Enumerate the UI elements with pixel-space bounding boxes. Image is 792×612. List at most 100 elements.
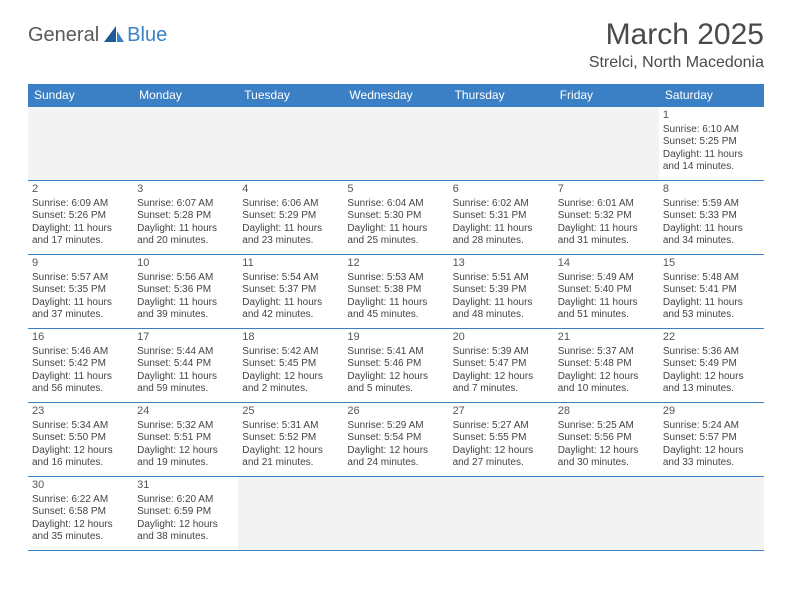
day-number: 28 [558, 405, 655, 419]
calendar-cell: 5Sunrise: 6:04 AMSunset: 5:30 PMDaylight… [343, 181, 448, 255]
logo: General Blue [28, 24, 167, 47]
day-sunrise: Sunrise: 5:31 AM [242, 420, 339, 433]
dayhead-sun: Sunday [28, 84, 133, 107]
day-daylight: Daylight: 12 hours and 35 minutes. [32, 519, 129, 544]
dayhead-wed: Wednesday [343, 84, 448, 107]
day-daylight: Daylight: 11 hours and 53 minutes. [663, 297, 760, 322]
day-sunrise: Sunrise: 5:49 AM [558, 272, 655, 285]
calendar-cell [449, 107, 554, 181]
day-sunset: Sunset: 5:56 PM [558, 432, 655, 445]
day-sunset: Sunset: 5:57 PM [663, 432, 760, 445]
day-sunrise: Sunrise: 5:56 AM [137, 272, 234, 285]
day-sunset: Sunset: 5:35 PM [32, 284, 129, 297]
day-sunset: Sunset: 5:48 PM [558, 358, 655, 371]
day-number: 31 [137, 479, 234, 493]
day-sunset: Sunset: 5:41 PM [663, 284, 760, 297]
calendar-cell: 2Sunrise: 6:09 AMSunset: 5:26 PMDaylight… [28, 181, 133, 255]
day-sunset: Sunset: 5:47 PM [453, 358, 550, 371]
day-number: 9 [32, 257, 129, 271]
calendar-body: 1Sunrise: 6:10 AMSunset: 5:25 PMDaylight… [28, 107, 764, 551]
day-sunrise: Sunrise: 5:36 AM [663, 346, 760, 359]
day-sunset: Sunset: 5:32 PM [558, 210, 655, 223]
day-sunset: Sunset: 5:31 PM [453, 210, 550, 223]
day-sunrise: Sunrise: 5:34 AM [32, 420, 129, 433]
logo-text-general: General [28, 24, 99, 47]
day-number: 5 [347, 183, 444, 197]
day-number: 7 [558, 183, 655, 197]
calendar-cell: 22Sunrise: 5:36 AMSunset: 5:49 PMDayligh… [659, 329, 764, 403]
day-sunset: Sunset: 5:36 PM [137, 284, 234, 297]
dayhead-sat: Saturday [659, 84, 764, 107]
day-sunrise: Sunrise: 5:51 AM [453, 272, 550, 285]
day-sunrise: Sunrise: 5:57 AM [32, 272, 129, 285]
month-title: March 2025 [589, 18, 764, 52]
day-daylight: Daylight: 12 hours and 33 minutes. [663, 445, 760, 470]
day-sunset: Sunset: 5:30 PM [347, 210, 444, 223]
day-sunrise: Sunrise: 6:06 AM [242, 198, 339, 211]
calendar-row: 2Sunrise: 6:09 AMSunset: 5:26 PMDaylight… [28, 181, 764, 255]
day-sunrise: Sunrise: 6:02 AM [453, 198, 550, 211]
day-sunset: Sunset: 5:52 PM [242, 432, 339, 445]
day-daylight: Daylight: 11 hours and 45 minutes. [347, 297, 444, 322]
day-number: 4 [242, 183, 339, 197]
calendar-row: 30Sunrise: 6:22 AMSunset: 6:58 PMDayligh… [28, 477, 764, 551]
calendar-cell: 14Sunrise: 5:49 AMSunset: 5:40 PMDayligh… [554, 255, 659, 329]
calendar-cell: 18Sunrise: 5:42 AMSunset: 5:45 PMDayligh… [238, 329, 343, 403]
day-daylight: Daylight: 12 hours and 10 minutes. [558, 371, 655, 396]
day-number: 3 [137, 183, 234, 197]
day-daylight: Daylight: 11 hours and 56 minutes. [32, 371, 129, 396]
day-daylight: Daylight: 11 hours and 42 minutes. [242, 297, 339, 322]
day-sunrise: Sunrise: 5:37 AM [558, 346, 655, 359]
logo-text-blue: Blue [127, 24, 167, 47]
day-sunrise: Sunrise: 5:53 AM [347, 272, 444, 285]
day-sunrise: Sunrise: 5:24 AM [663, 420, 760, 433]
calendar-cell: 29Sunrise: 5:24 AMSunset: 5:57 PMDayligh… [659, 403, 764, 477]
day-daylight: Daylight: 11 hours and 39 minutes. [137, 297, 234, 322]
day-number: 1 [663, 109, 760, 123]
day-number: 17 [137, 331, 234, 345]
calendar-cell: 7Sunrise: 6:01 AMSunset: 5:32 PMDaylight… [554, 181, 659, 255]
day-number: 11 [242, 257, 339, 271]
day-sunrise: Sunrise: 6:04 AM [347, 198, 444, 211]
calendar-cell [133, 107, 238, 181]
day-daylight: Daylight: 12 hours and 21 minutes. [242, 445, 339, 470]
day-sunrise: Sunrise: 6:07 AM [137, 198, 234, 211]
calendar-cell [449, 477, 554, 551]
day-daylight: Daylight: 11 hours and 14 minutes. [663, 149, 760, 174]
calendar-row: 9Sunrise: 5:57 AMSunset: 5:35 PMDaylight… [28, 255, 764, 329]
day-sunset: Sunset: 5:46 PM [347, 358, 444, 371]
calendar-row: 1Sunrise: 6:10 AMSunset: 5:25 PMDaylight… [28, 107, 764, 181]
calendar-cell [238, 107, 343, 181]
day-number: 24 [137, 405, 234, 419]
calendar-cell: 26Sunrise: 5:29 AMSunset: 5:54 PMDayligh… [343, 403, 448, 477]
header: General Blue March 2025 Strelci, North M… [28, 18, 764, 72]
calendar-cell: 9Sunrise: 5:57 AMSunset: 5:35 PMDaylight… [28, 255, 133, 329]
day-number: 23 [32, 405, 129, 419]
day-daylight: Daylight: 12 hours and 19 minutes. [137, 445, 234, 470]
day-number: 2 [32, 183, 129, 197]
day-sunset: Sunset: 5:44 PM [137, 358, 234, 371]
calendar-cell [238, 477, 343, 551]
day-daylight: Daylight: 12 hours and 30 minutes. [558, 445, 655, 470]
day-daylight: Daylight: 11 hours and 37 minutes. [32, 297, 129, 322]
day-sunrise: Sunrise: 5:41 AM [347, 346, 444, 359]
day-daylight: Daylight: 11 hours and 23 minutes. [242, 223, 339, 248]
day-daylight: Daylight: 11 hours and 59 minutes. [137, 371, 234, 396]
calendar-cell: 13Sunrise: 5:51 AMSunset: 5:39 PMDayligh… [449, 255, 554, 329]
day-number: 15 [663, 257, 760, 271]
day-sunrise: Sunrise: 5:27 AM [453, 420, 550, 433]
day-sunrise: Sunrise: 5:44 AM [137, 346, 234, 359]
calendar-cell: 12Sunrise: 5:53 AMSunset: 5:38 PMDayligh… [343, 255, 448, 329]
title-block: March 2025 Strelci, North Macedonia [589, 18, 764, 72]
calendar-cell: 17Sunrise: 5:44 AMSunset: 5:44 PMDayligh… [133, 329, 238, 403]
location: Strelci, North Macedonia [589, 54, 764, 72]
day-number: 8 [663, 183, 760, 197]
calendar-cell: 15Sunrise: 5:48 AMSunset: 5:41 PMDayligh… [659, 255, 764, 329]
day-sunset: Sunset: 5:49 PM [663, 358, 760, 371]
calendar-cell: 23Sunrise: 5:34 AMSunset: 5:50 PMDayligh… [28, 403, 133, 477]
day-sunset: Sunset: 5:40 PM [558, 284, 655, 297]
calendar-cell: 27Sunrise: 5:27 AMSunset: 5:55 PMDayligh… [449, 403, 554, 477]
day-number: 6 [453, 183, 550, 197]
day-sunset: Sunset: 6:58 PM [32, 506, 129, 519]
day-daylight: Daylight: 11 hours and 48 minutes. [453, 297, 550, 322]
